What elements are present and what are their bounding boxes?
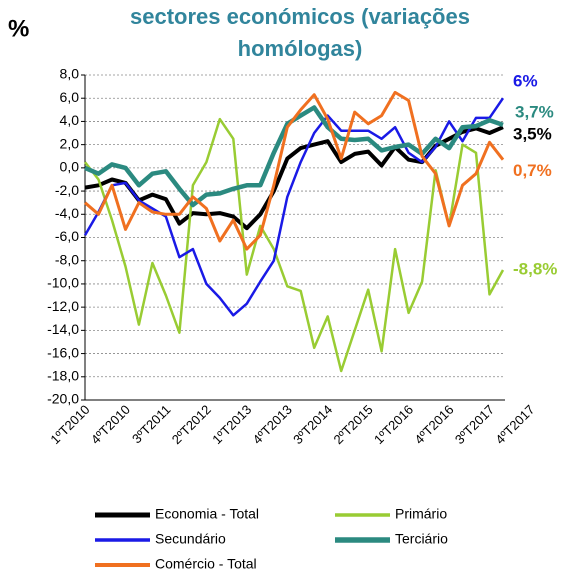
data-label: 6% [513, 72, 538, 91]
y-tick-label: -8,0 [55, 251, 79, 267]
chart-title: homólogas) [238, 36, 363, 61]
data-label: 3,7% [515, 102, 554, 121]
y-tick-label: 0,0 [60, 159, 80, 175]
y-axis-label: % [8, 15, 29, 42]
y-tick-label: 2,0 [60, 135, 80, 151]
legend-label: Terciário [395, 531, 448, 547]
y-tick-label: 8,0 [60, 66, 80, 82]
legend-label: Secundário [155, 531, 226, 547]
x-tick-label: 4ºT2010 [88, 402, 133, 447]
data-label: -8,8% [513, 259, 557, 278]
y-tick-label: -14,0 [47, 321, 79, 337]
x-tick-label: 3ºT2011 [129, 402, 173, 446]
y-tick-label: 6,0 [60, 89, 80, 105]
y-tick-label: -6,0 [55, 228, 79, 244]
x-tick-label: 2ºT2012 [169, 402, 214, 447]
series-line [84, 90, 505, 251]
chart-title: sectores económicos (variações [130, 4, 470, 29]
y-tick-label: -4,0 [55, 205, 79, 221]
data-label: 3,5% [513, 125, 552, 144]
x-tick-label: 4ºT2017 [492, 402, 537, 447]
x-tick-label: 2ºT2015 [331, 402, 376, 447]
x-tick-label: 3ºT2017 [452, 402, 497, 447]
x-tick-label: 4ºT2016 [411, 402, 456, 447]
x-tick-label: 1ºT2016 [371, 402, 416, 447]
y-tick-label: 4,0 [60, 112, 80, 128]
x-tick-label: 1ºT2013 [209, 402, 254, 447]
y-tick-label: -2,0 [55, 182, 79, 198]
y-tick-label: -10,0 [47, 275, 79, 291]
x-tick-label: 1ºT2010 [47, 402, 92, 447]
legend-label: Comércio - Total [155, 556, 257, 572]
x-tick-label: 3ºT2014 [290, 402, 335, 447]
series-line [83, 97, 505, 317]
y-tick-label: -18,0 [47, 367, 79, 383]
series-line [84, 117, 505, 373]
legend-label: Primário [395, 506, 447, 522]
data-label: 0,7% [513, 161, 552, 180]
y-tick-label: -16,0 [47, 344, 79, 360]
x-tick-label: 4ºT2013 [250, 402, 295, 447]
y-tick-label: -12,0 [47, 298, 79, 314]
y-tick-label: -20,0 [47, 391, 79, 407]
legend-label: Economia - Total [155, 506, 259, 522]
